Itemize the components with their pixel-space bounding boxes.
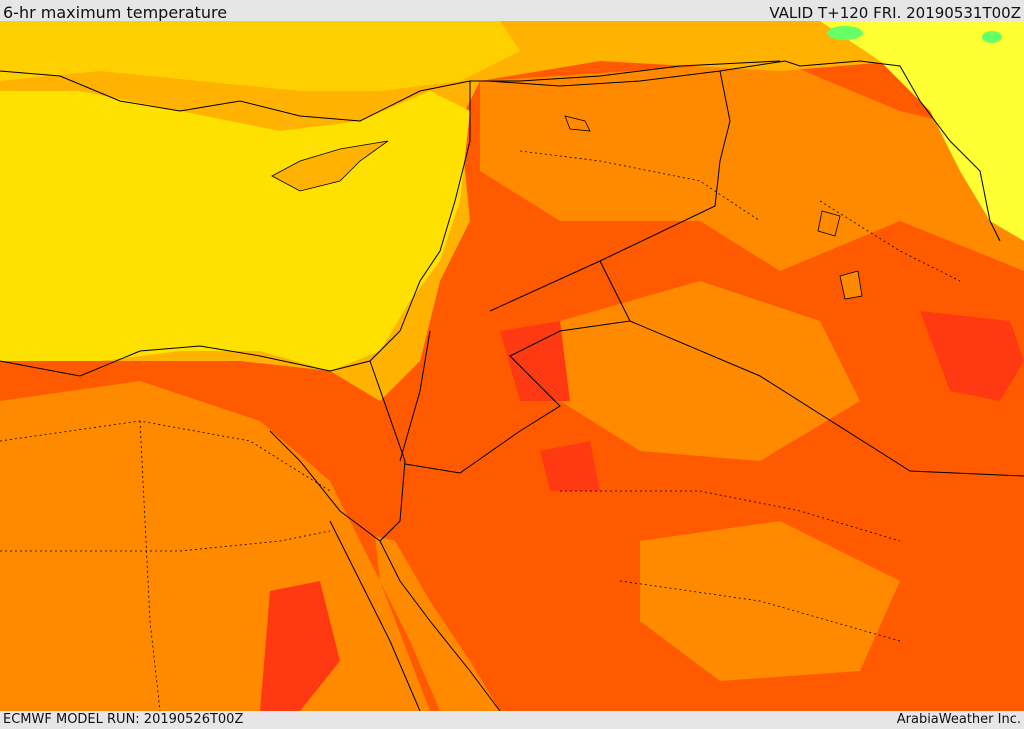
credit-label: ArabiaWeather Inc.	[896, 712, 1021, 727]
model-run-label: ECMWF MODEL RUN: 20190526T00Z	[3, 712, 244, 727]
west-iraq-zone	[560, 281, 860, 461]
iran-mountains-zone	[820, 21, 1024, 241]
hot-spot-sudan	[260, 581, 340, 711]
cyprus	[271, 140, 389, 192]
syria-iraq-border	[489, 70, 731, 312]
sinai-border	[369, 360, 406, 542]
saudi-iraq-border	[629, 320, 1024, 477]
red-sea	[375, 536, 500, 711]
header-bar	[0, 0, 1024, 21]
cold-spot-2	[982, 31, 1002, 43]
jordan-valley	[399, 330, 431, 462]
temperature-map	[0, 21, 1024, 711]
map-title: 6-hr maximum temperature	[3, 3, 228, 22]
turkey-zone	[0, 21, 520, 91]
hot-spot-jordan	[500, 321, 570, 401]
jordan-border	[404, 260, 631, 474]
red-sea-coast-east	[379, 540, 501, 711]
arabia-zone	[640, 521, 900, 681]
hot-spot-south-iraq	[920, 311, 1024, 401]
valid-time: VALID T+120 FRI. 20190531T00Z	[769, 4, 1021, 22]
provincial-boundaries	[0, 150, 961, 711]
footer-bar	[0, 711, 1024, 729]
syria-turkey-border	[487, 60, 1001, 242]
turkey-coast	[0, 60, 781, 122]
syria-iraq-zone	[480, 61, 1024, 271]
hot-spot-arabia	[540, 441, 600, 491]
cold-spot-1	[827, 26, 863, 40]
borders	[0, 60, 1024, 711]
red-sea-coast-west	[329, 520, 421, 711]
gulf-of-suez	[269, 430, 381, 542]
lakes	[564, 115, 863, 300]
